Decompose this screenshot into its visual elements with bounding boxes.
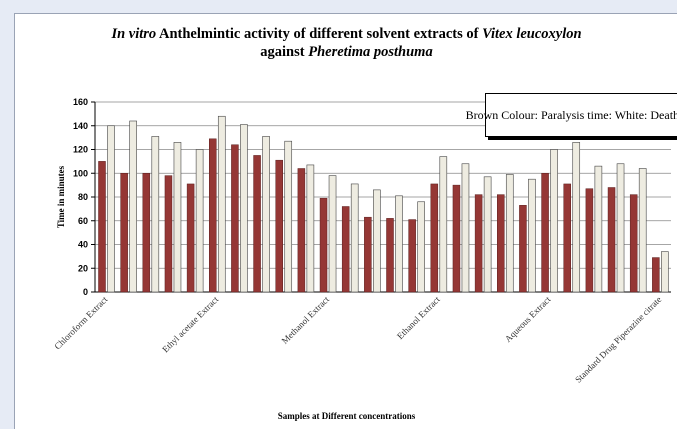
bar-death	[528, 178, 536, 293]
chart-title-line-1: In vitro Anthelmintic activity of differ…	[15, 26, 677, 43]
x-axis-label: Samples at Different concentrations	[277, 411, 416, 421]
x-category-label: Ethanol Extract	[395, 294, 442, 341]
bar-death	[572, 142, 581, 293]
bar-paralysis	[386, 218, 394, 293]
chart-title-line-2: against Pheretima posthuma	[15, 44, 677, 61]
bar-paralysis	[585, 188, 594, 293]
bar-paralysis	[519, 205, 527, 293]
bar-death	[173, 142, 182, 293]
bar-paralysis	[186, 183, 195, 293]
title-italic-prefix: In vitro	[111, 26, 157, 42]
y-tick-label: 160	[73, 97, 88, 107]
bar-death	[594, 165, 603, 293]
bar-paralysis	[164, 175, 173, 293]
y-tick-label: 20	[78, 263, 88, 273]
bar-death	[439, 156, 448, 293]
bar-death	[195, 149, 204, 293]
x-category-label: Ethyl acetate Extract	[160, 294, 220, 354]
bar-paralysis	[297, 168, 306, 293]
title-main-text: Anthelmintic activity of different solve…	[156, 26, 483, 42]
bar-paralysis	[275, 159, 283, 293]
bar-paralysis	[541, 173, 549, 293]
bar-death	[306, 164, 315, 293]
bar-paralysis	[120, 173, 128, 293]
x-category-label: Standard Drug Piperazine citrate	[573, 294, 663, 384]
bar-paralysis	[209, 138, 217, 293]
bar-paralysis	[364, 216, 372, 293]
y-tick-label: 60	[78, 216, 88, 226]
bar-death	[395, 195, 403, 293]
legend-text: Brown Colour: Paralysis time: White: Dea…	[465, 107, 677, 122]
bar-paralysis	[452, 184, 461, 293]
bar-death	[550, 149, 558, 293]
bar-paralysis	[563, 183, 571, 293]
bar-death	[262, 136, 270, 293]
bar-paralysis	[497, 194, 505, 293]
y-tick-label: 80	[78, 192, 88, 202]
bar-paralysis	[408, 219, 416, 293]
bar-death	[129, 120, 137, 293]
bar-paralysis	[341, 206, 350, 293]
bar-paralysis	[607, 187, 616, 293]
bar-death	[240, 124, 248, 293]
y-tick-label: 0	[83, 287, 88, 297]
title-species: Vitex leucoxylon	[482, 26, 582, 42]
title-line2-text: against	[260, 44, 309, 60]
x-category-label: Methanol Extract	[280, 294, 332, 346]
bar-paralysis	[231, 144, 239, 293]
title-line2-species: Pheretima posthuma	[308, 44, 433, 60]
bar-paralysis	[319, 197, 328, 293]
bar-paralysis	[98, 161, 106, 293]
bar-death	[328, 175, 337, 293]
bar-death	[616, 163, 625, 293]
y-tick-label: 40	[78, 240, 88, 250]
x-category-label: Aqueous Extract	[503, 294, 553, 344]
bar-death	[107, 125, 115, 293]
bar-paralysis	[652, 257, 660, 293]
bar-death	[417, 201, 425, 293]
bar-death	[350, 183, 359, 293]
y-tick-label: 100	[73, 168, 88, 178]
bar-death	[661, 251, 669, 293]
bar-paralysis	[629, 194, 638, 293]
bar-death	[373, 189, 381, 293]
bar-death	[284, 140, 293, 293]
bar-death	[505, 174, 514, 293]
bar-paralysis	[142, 173, 151, 293]
chart-frame: In vitro Anthelmintic activity of differ…	[14, 13, 677, 429]
y-tick-label: 140	[73, 121, 88, 131]
bar-paralysis	[430, 183, 439, 293]
legend-box: Brown Colour: Paralysis time: White: Dea…	[466, 93, 677, 137]
bar-death	[461, 163, 470, 293]
bar-paralysis	[253, 155, 261, 293]
bar-death	[217, 115, 226, 293]
y-axis-label: Time in minutes	[56, 165, 66, 228]
bar-death	[151, 136, 160, 293]
bar-paralysis	[474, 194, 483, 293]
x-category-label: Chloroform Extract	[52, 294, 109, 351]
y-tick-label: 120	[73, 145, 88, 155]
bar-chart: 0 20 40 60 80 100 120 140 160 Time in minutes Chlo…	[52, 97, 671, 385]
bar-death	[483, 176, 492, 293]
bar-death	[638, 168, 647, 293]
